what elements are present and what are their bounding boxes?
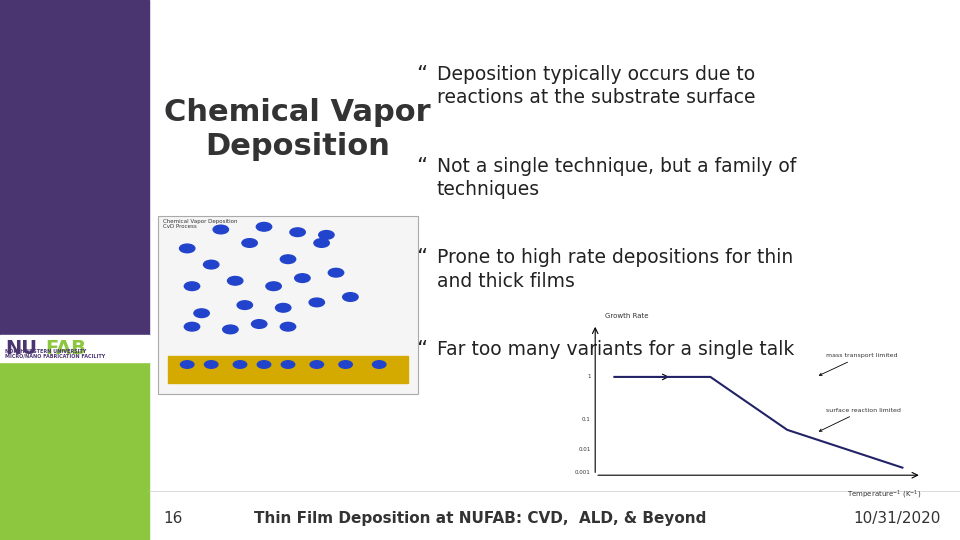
Text: “: “ (416, 340, 427, 360)
Text: NORTHWESTERN UNIVERSITY: NORTHWESTERN UNIVERSITY (5, 349, 86, 354)
Text: surface reaction limited: surface reaction limited (819, 408, 900, 431)
Circle shape (266, 282, 281, 291)
Circle shape (339, 361, 352, 368)
Circle shape (204, 361, 218, 368)
Circle shape (280, 255, 296, 264)
Circle shape (180, 361, 194, 368)
Circle shape (280, 322, 296, 331)
Circle shape (233, 361, 247, 368)
Text: 0.001: 0.001 (575, 470, 590, 475)
Bar (158, 216, 418, 394)
Text: mass transport limited: mass transport limited (820, 353, 897, 375)
Circle shape (184, 282, 200, 291)
Circle shape (290, 228, 305, 237)
Text: Prone to high rate depositions for thin
and thick films: Prone to high rate depositions for thin … (437, 248, 793, 291)
Text: 16: 16 (163, 511, 182, 526)
Circle shape (372, 361, 386, 368)
Text: Thin Film Deposition at NUFAB: CVD,  ALD, & Beyond: Thin Film Deposition at NUFAB: CVD, ALD,… (253, 511, 707, 526)
Circle shape (237, 301, 252, 309)
Bar (0, 335, 149, 362)
Circle shape (256, 222, 272, 231)
Circle shape (180, 244, 195, 253)
Circle shape (319, 231, 334, 239)
Text: MICRO/NANO FABRICATION FACILITY: MICRO/NANO FABRICATION FACILITY (5, 353, 105, 358)
Circle shape (184, 322, 200, 331)
Circle shape (194, 309, 209, 318)
Text: “: “ (416, 65, 427, 85)
Circle shape (281, 361, 295, 368)
Circle shape (309, 298, 324, 307)
Circle shape (213, 225, 228, 234)
Text: “: “ (416, 157, 427, 177)
Circle shape (252, 320, 267, 328)
Circle shape (328, 268, 344, 277)
Text: Chemical Vapor Deposition
CvD Process: Chemical Vapor Deposition CvD Process (163, 219, 238, 230)
Circle shape (257, 361, 271, 368)
Text: NU: NU (5, 339, 36, 358)
Circle shape (276, 303, 291, 312)
Circle shape (204, 260, 219, 269)
Circle shape (310, 361, 324, 368)
Text: Far too many variants for a single talk: Far too many variants for a single talk (437, 340, 794, 359)
Text: Chemical Vapor
Deposition: Chemical Vapor Deposition (164, 98, 431, 161)
Text: Growth Rate: Growth Rate (605, 313, 648, 319)
Text: 0.01: 0.01 (578, 447, 590, 452)
Text: Not a single technique, but a family of
techniques: Not a single technique, but a family of … (437, 157, 796, 199)
Circle shape (295, 274, 310, 282)
Text: FAB: FAB (45, 339, 86, 358)
Circle shape (343, 293, 358, 301)
Text: Temperature$^{-1}$ (K$^{-1}$): Temperature$^{-1}$ (K$^{-1}$) (847, 489, 922, 501)
Text: 1: 1 (587, 374, 590, 380)
Bar (168, 356, 408, 383)
Text: Deposition typically occurs due to
reactions at the substrate surface: Deposition typically occurs due to react… (437, 65, 756, 107)
Text: “: “ (416, 248, 427, 268)
Circle shape (314, 239, 329, 247)
Circle shape (228, 276, 243, 285)
Circle shape (223, 325, 238, 334)
Text: 0.1: 0.1 (582, 417, 590, 422)
Bar (0, 362, 149, 540)
Circle shape (242, 239, 257, 247)
Text: 10/31/2020: 10/31/2020 (853, 511, 941, 526)
Bar (0, 0, 149, 335)
